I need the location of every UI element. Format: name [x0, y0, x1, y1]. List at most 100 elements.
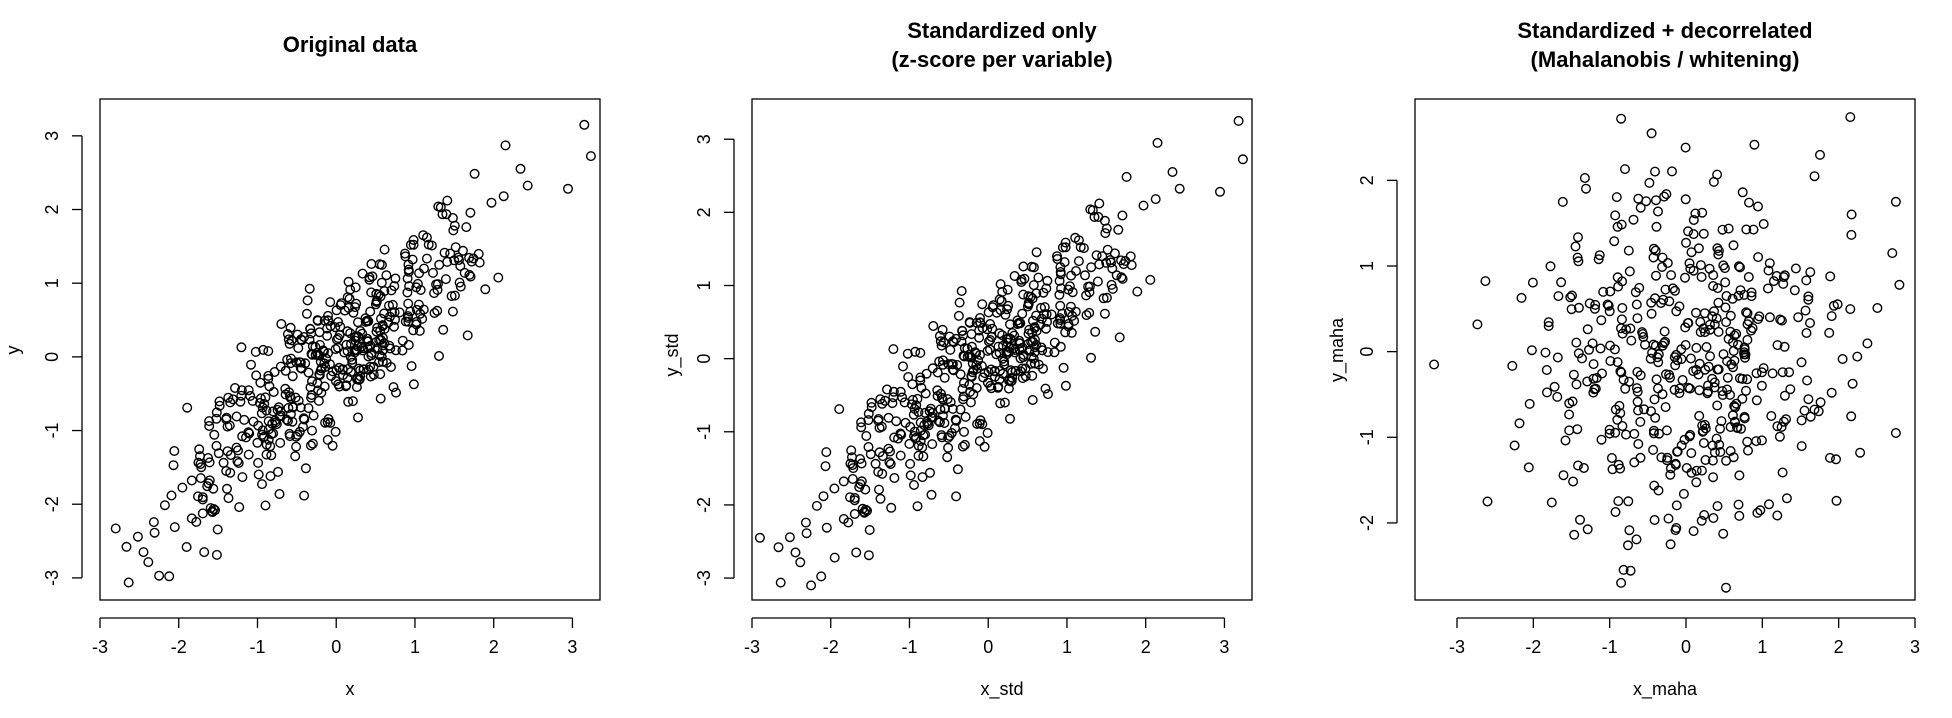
scatter-point: [1777, 367, 1788, 378]
scatter-point: [375, 334, 386, 345]
scatter-point: [1862, 338, 1873, 349]
scatter-point: [1746, 287, 1757, 298]
scatter-point: [1803, 294, 1814, 305]
scatter-point: [191, 516, 202, 527]
scatter-point: [1733, 290, 1744, 301]
scatter-point: [300, 463, 311, 474]
scatter-point: [1051, 251, 1062, 262]
scatter-point: [1734, 262, 1745, 273]
scatter-point: [877, 451, 888, 462]
scatter-point: [1720, 582, 1731, 593]
scatter-point: [966, 341, 977, 352]
scatter-point: [1691, 477, 1702, 488]
scatter-point: [1649, 480, 1660, 491]
scatter-point: [982, 428, 993, 439]
scatter-point: [1039, 302, 1050, 313]
scatter-point: [1594, 250, 1605, 261]
scatter-point: [214, 396, 225, 407]
scatter-point: [1564, 425, 1575, 436]
scatter-point: [863, 408, 874, 419]
scatter-point: [1772, 510, 1783, 521]
scatter-point: [1055, 341, 1066, 352]
scatter-point: [263, 434, 274, 445]
scatter-point: [469, 168, 480, 179]
scatter-point: [1482, 496, 1493, 507]
scatter-point: [898, 361, 909, 372]
scatter-point: [335, 321, 346, 332]
scatter-point: [402, 273, 413, 284]
scatter-point: [1480, 276, 1491, 287]
scatter-point: [1686, 467, 1697, 478]
scatter-point: [454, 277, 465, 288]
scatter-point: [1831, 495, 1842, 506]
scatter-point: [1054, 313, 1065, 324]
scatter-point: [1652, 206, 1663, 217]
scatter-point: [218, 457, 229, 468]
scatter-point: [1721, 455, 1732, 466]
scatter-point: [159, 500, 170, 511]
scatter-point: [446, 291, 457, 302]
scatter-point: [1020, 363, 1031, 374]
scatter-point: [296, 334, 307, 345]
scatter-point: [1728, 346, 1739, 357]
scatter-point: [345, 351, 356, 362]
scatter-point: [1707, 455, 1718, 466]
scatter-point: [943, 442, 954, 453]
scatter-point: [204, 416, 215, 427]
scatter-point: [269, 367, 280, 378]
scatter-point: [1799, 405, 1810, 416]
scatter-point: [305, 382, 316, 393]
scatter-point: [284, 338, 295, 349]
scatter-point: [925, 467, 936, 478]
scatter-point: [1094, 259, 1105, 270]
scatter-point: [1031, 288, 1042, 299]
scatter-point: [1081, 290, 1092, 301]
scatter-point: [1778, 416, 1789, 427]
scatter-point: [1679, 434, 1690, 445]
scatter-point: [270, 415, 281, 426]
scatter-point: [585, 151, 596, 162]
scatter-point: [285, 393, 296, 404]
scatter-point: [1704, 351, 1715, 362]
scatter-point: [895, 386, 906, 397]
scatter-point: [1774, 431, 1785, 442]
scatter-point: [834, 404, 845, 415]
x-tick-label: -1: [901, 637, 917, 657]
scatter-point: [202, 481, 213, 492]
scatter-point: [473, 248, 484, 259]
x-tick-label: 2: [1141, 637, 1151, 657]
scatter-point: [1010, 365, 1021, 376]
scatter-point: [412, 278, 423, 289]
scatter-point: [1685, 263, 1696, 274]
scatter-point: [1708, 306, 1719, 317]
scatter-point: [939, 418, 950, 429]
scatter-point: [1743, 272, 1754, 283]
scatter-point: [1731, 328, 1742, 339]
scatter-point: [1648, 339, 1659, 350]
scatter-point: [843, 517, 854, 528]
scatter-point: [1646, 128, 1657, 139]
scatter-point: [935, 417, 946, 428]
scatter-point: [1658, 294, 1669, 305]
scatter-point: [1092, 276, 1103, 287]
scatter-point: [1763, 265, 1774, 276]
scatter-point: [1649, 394, 1660, 405]
scatter-point: [426, 240, 437, 251]
scatter-point: [1604, 424, 1615, 435]
scatter-point: [1747, 323, 1758, 334]
scatter-point: [360, 313, 371, 324]
scatter-point: [457, 245, 468, 256]
scatter-point: [1031, 247, 1042, 258]
scatter-point: [415, 285, 426, 296]
scatter-point: [245, 391, 256, 402]
scatter-point: [345, 328, 356, 339]
scatter-point: [1725, 310, 1736, 321]
scatter-point: [181, 542, 192, 553]
scatter-point: [1060, 237, 1071, 248]
scatter-point: [1632, 313, 1643, 324]
scatter-point: [1826, 311, 1837, 322]
scatter-point: [1665, 469, 1676, 480]
scatter-point: [345, 284, 356, 295]
y-tick-label: 3: [42, 131, 62, 141]
scatter-point: [1107, 263, 1118, 274]
